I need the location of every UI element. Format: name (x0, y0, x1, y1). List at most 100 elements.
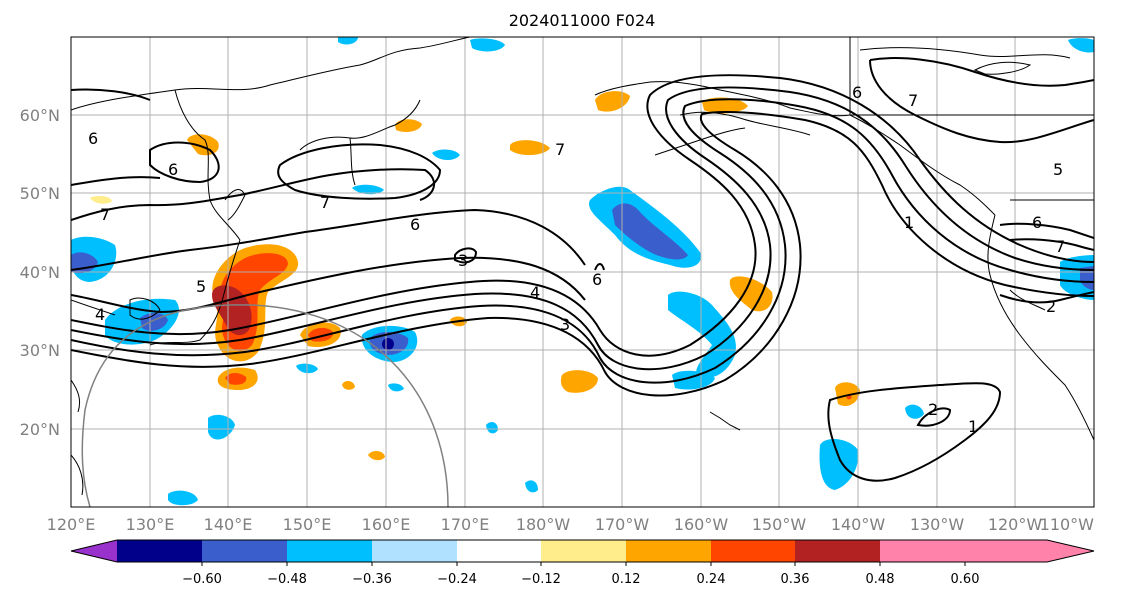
lat-label: 50°N (20, 184, 60, 203)
colorbar-segment (541, 540, 626, 562)
colorbar-segment (372, 540, 457, 562)
contour-label: 4 (530, 283, 540, 302)
colorbar-segment (457, 540, 541, 562)
colorbar-segment (202, 540, 287, 562)
contour-label: 6 (1032, 213, 1042, 232)
contour-lines (71, 57, 1094, 482)
lat-label: 20°N (20, 420, 60, 439)
lon-label: 150°E (283, 515, 332, 534)
negative-anomaly-160w (668, 291, 736, 379)
colorbar-extend-high (965, 540, 1094, 562)
negative-anomaly-small-4 (338, 37, 358, 45)
positive-anomaly-south-japan-core (225, 373, 247, 385)
contour-label: 2 (928, 400, 938, 419)
colorbar-tick-label: 0.12 (612, 572, 641, 587)
contour-label: 5 (196, 277, 206, 296)
contour-label: 7 (908, 91, 918, 110)
colorbar-tick-label: −0.48 (267, 572, 307, 587)
contour-label: 3 (560, 315, 570, 334)
colorbar-tick-labels: −0.60 −0.48 −0.36 −0.24 −0.12 0.12 0.24 … (182, 572, 979, 587)
negative-anomaly-160w-south (672, 370, 715, 390)
contour-label: 6 (592, 270, 602, 289)
positive-anomaly-175w (560, 370, 598, 393)
lon-label: 120°W (988, 515, 1043, 534)
lon-label: 150°W (752, 515, 807, 534)
contour-label: 6 (168, 160, 178, 179)
negative-anomaly-small-2 (432, 149, 460, 161)
contour-label: 7 (320, 193, 330, 212)
negative-anomaly-small-11 (1068, 38, 1094, 53)
contour-label: 6 (852, 83, 862, 102)
colorbar-tick-label: 0.60 (951, 572, 980, 587)
lon-label: 130°W (910, 515, 965, 534)
contour-label: 1 (904, 213, 914, 232)
contour-label: 1 (968, 417, 978, 436)
contour-labels: 6 6 7 7 6 3 4 5 4 3 6 7 6 7 1 5 6 7 2 2 … (88, 83, 1065, 436)
lon-label: 180°W (516, 515, 571, 534)
contour-label: 2 (1046, 297, 1056, 316)
colorbar-tick-label: 0.36 (781, 572, 810, 587)
contour-label: 7 (555, 140, 565, 159)
colorbar-tick-label: −0.36 (352, 572, 392, 587)
colorbar-segment (795, 540, 880, 562)
colorbar-extend-low (71, 540, 117, 562)
positive-anomaly-small-4 (90, 196, 112, 204)
colorbar-segment (711, 540, 795, 562)
latitude-labels: 60°N 50°N 40°N 30°N 20°N (20, 106, 60, 439)
lon-label: 170°E (441, 515, 490, 534)
colorbar-segment (626, 540, 711, 562)
colorbar: −0.60 −0.48 −0.36 −0.24 −0.12 0.12 0.24 … (70, 539, 1095, 587)
negative-anomaly-west-coast (1060, 255, 1094, 300)
lat-label: 40°N (20, 263, 60, 282)
colorbar-outline (70, 539, 1095, 563)
lon-label: 140°E (204, 515, 253, 534)
colorbar-tick-label: 0.24 (697, 572, 726, 587)
lon-label: 160°E (362, 515, 411, 534)
positive-anomaly-alaska (702, 97, 748, 114)
positive-anomaly-japan-peak (212, 285, 252, 336)
anomaly-shading (71, 37, 1094, 506)
positive-anomaly-okhotsk (395, 119, 422, 132)
longitude-labels: 120°E 130°E 140°E 150°E 160°E 170°E 180°… (47, 515, 1095, 534)
contour-label: 6 (88, 129, 98, 148)
colorbar-segment (117, 540, 202, 562)
negative-anomaly-small-12 (525, 480, 538, 493)
positive-anomaly-aleutian-west (510, 140, 550, 156)
map-title: 2024011000 F024 (509, 11, 656, 30)
lat-label: 60°N (20, 106, 60, 125)
contour-label: 5 (1053, 160, 1063, 179)
colorbar-segment (880, 540, 965, 562)
positive-anomaly-140w (835, 382, 860, 407)
colorbar-ticks (201, 562, 966, 566)
negative-anomaly-gulf-alaska-core (612, 203, 688, 260)
colorbar-tick-label: −0.12 (521, 572, 561, 587)
lon-label: 130°E (126, 515, 175, 534)
negative-anomaly-small-9 (486, 422, 498, 434)
map-panel: 6 6 7 7 6 3 4 5 4 3 6 7 6 7 1 5 6 7 2 2 … (20, 36, 1095, 534)
lat-label: 30°N (20, 341, 60, 360)
range-ring (81, 304, 449, 507)
lon-label: 110°W (1040, 515, 1095, 534)
negative-anomaly-small-3 (470, 38, 505, 52)
negative-anomaly-small-10 (388, 383, 404, 392)
positive-anomaly-small-3 (368, 451, 385, 461)
coastlines (71, 37, 1094, 496)
colorbar-tick-label: −0.24 (437, 572, 477, 587)
negative-anomaly-160e-peak (382, 338, 394, 350)
lon-label: 140°W (831, 515, 886, 534)
positive-anomaly-small-2 (342, 381, 355, 390)
positive-anomaly-bering (595, 91, 630, 112)
lon-label: 120°E (47, 515, 96, 534)
lon-label: 170°W (595, 515, 650, 534)
colorbar-tick-label: 0.48 (866, 572, 895, 587)
contour-label: 3 (458, 251, 468, 270)
positive-anomaly-150w (729, 276, 773, 312)
contour-label: 4 (95, 305, 105, 324)
map-frame (70, 36, 1095, 508)
negative-anomaly-small-1 (352, 184, 384, 195)
colorbar-segment (287, 540, 372, 562)
contour-label: 7 (100, 205, 110, 224)
negative-anomaly-small-7 (168, 490, 198, 506)
contour-label: 7 (1055, 237, 1065, 256)
